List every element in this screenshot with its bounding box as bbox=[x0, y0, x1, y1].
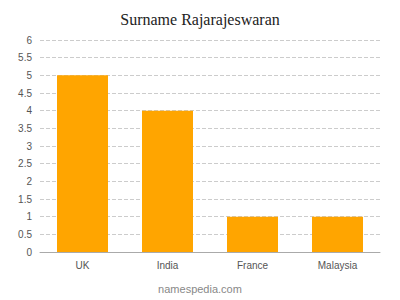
svg-text:1: 1 bbox=[26, 211, 32, 222]
svg-text:0.5: 0.5 bbox=[18, 229, 32, 240]
svg-text:1.5: 1.5 bbox=[18, 194, 32, 205]
svg-text:Surname Rajarajeswaran: Surname Rajarajeswaran bbox=[120, 11, 279, 29]
svg-text:2: 2 bbox=[26, 176, 32, 187]
svg-text:Malaysia: Malaysia bbox=[318, 260, 358, 271]
svg-text:India: India bbox=[157, 260, 179, 271]
svg-text:3.5: 3.5 bbox=[18, 123, 32, 134]
svg-text:4: 4 bbox=[26, 105, 32, 116]
svg-text:5: 5 bbox=[26, 70, 32, 81]
svg-text:UK: UK bbox=[76, 260, 90, 271]
svg-text:2.5: 2.5 bbox=[18, 158, 32, 169]
svg-text:3: 3 bbox=[26, 141, 32, 152]
svg-text:namespedia.com: namespedia.com bbox=[158, 283, 242, 295]
svg-text:5.5: 5.5 bbox=[18, 52, 32, 63]
svg-text:4.5: 4.5 bbox=[18, 88, 32, 99]
svg-text:0: 0 bbox=[26, 247, 32, 258]
svg-text:France: France bbox=[237, 260, 269, 271]
svg-text:6: 6 bbox=[26, 35, 32, 46]
